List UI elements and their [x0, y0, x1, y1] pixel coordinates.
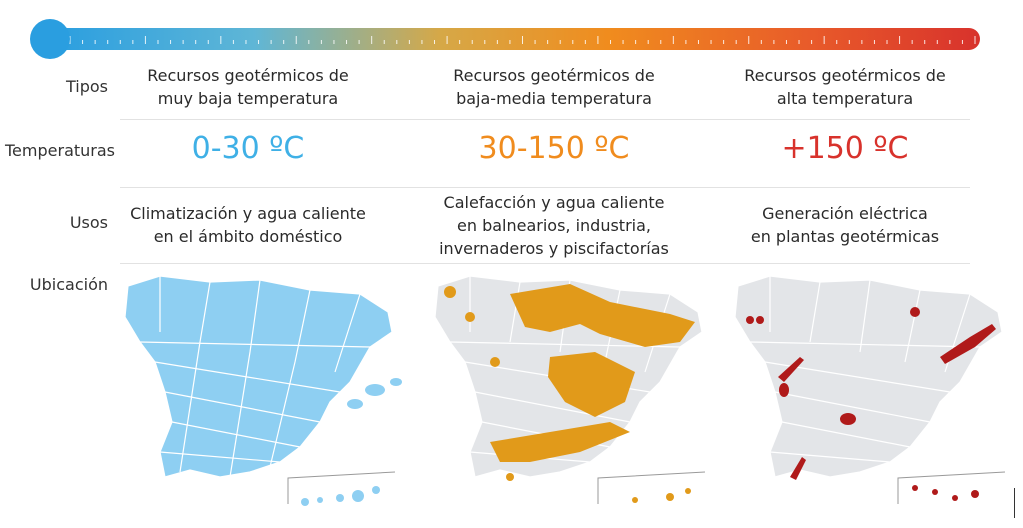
uso-line: en el ámbito doméstico	[153, 227, 343, 246]
uso-line: en balnearios, industria,	[457, 216, 651, 235]
tipo-alta: Recursos geotérmicos de alta temperatura	[725, 64, 965, 110]
divider-2	[120, 187, 970, 188]
row-label-tipos: Tipos	[65, 77, 108, 96]
map-shape	[734, 275, 1003, 478]
geothermal-zones-orange	[444, 284, 695, 481]
divider-3	[120, 263, 970, 264]
map-islands-canarias	[301, 486, 380, 506]
tipo-line: muy baja temperatura	[157, 89, 339, 108]
tipo-line: baja-media temperatura	[456, 89, 652, 108]
temp-muy-baja: 0-30 ºC	[191, 131, 305, 166]
map-spain-alta	[734, 275, 1006, 504]
row-label-usos: Usos	[69, 213, 108, 232]
temp-baja-media: 30-150 ºC	[478, 131, 630, 166]
row-label-temperaturas: Temperaturas	[5, 141, 115, 160]
uso-line: en plantas geotérmicas	[750, 227, 940, 246]
map-islands-canarias	[912, 485, 979, 501]
uso-muy-baja: Climatización y agua caliente en el ámbi…	[113, 202, 383, 248]
tipo-line: Recursos geotérmicos de	[453, 66, 655, 85]
map-islands-canarias	[632, 488, 691, 503]
tipo-line: Recursos geotérmicos de	[147, 66, 349, 85]
uso-line: invernaderos y piscifactorías	[439, 239, 669, 258]
canarias-frame	[897, 471, 1006, 504]
uso-line: Generación eléctrica	[762, 204, 928, 223]
map-islands-baleares	[347, 378, 402, 409]
uso-alta: Generación eléctrica en plantas geotérmi…	[710, 202, 980, 248]
tipo-baja-media: Recursos geotérmicos de baja-media tempe…	[434, 64, 674, 110]
uso-line: Climatización y agua caliente	[130, 204, 366, 223]
tipo-line: alta temperatura	[776, 89, 914, 108]
temperature-scale-bar	[30, 19, 980, 59]
temp-alta: +150 ºC	[781, 131, 909, 166]
tipo-muy-baja: Recursos geotérmicos de muy baja tempera…	[128, 64, 368, 110]
canarias-frame	[287, 471, 396, 504]
row-label-ubicacion: Ubicación	[29, 275, 108, 294]
corner-mark	[1014, 488, 1015, 518]
scale-bar-track	[50, 28, 980, 50]
tipo-line: Recursos geotérmicos de	[744, 66, 946, 85]
geothermal-zones-red	[746, 307, 996, 480]
map-shape	[124, 275, 393, 478]
canarias-frame	[597, 471, 706, 504]
scale-ticks	[69, 36, 976, 44]
scale-bar-knob	[30, 19, 70, 59]
uso-baja-media: Calefacción y agua caliente en balneario…	[419, 191, 689, 260]
map-spain-baja-media	[434, 275, 706, 504]
uso-line: Calefacción y agua caliente	[443, 193, 665, 212]
divider-1	[120, 119, 970, 120]
map-spain-muy-baja	[124, 275, 402, 506]
